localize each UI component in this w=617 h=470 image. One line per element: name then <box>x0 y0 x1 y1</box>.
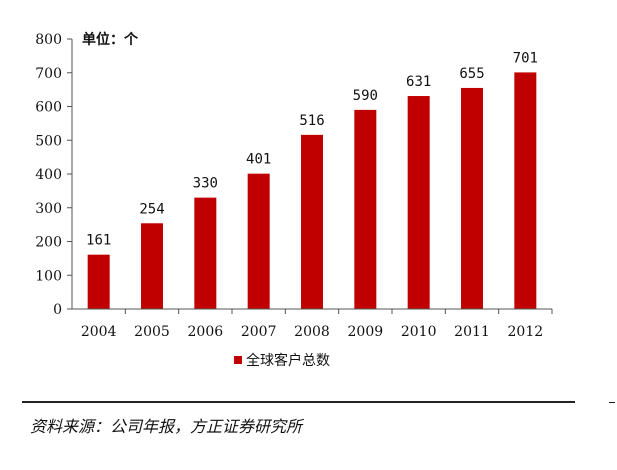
source-divider <box>22 401 575 403</box>
data-label-2008: 516 <box>299 113 324 129</box>
x-tick-label-2006: 2006 <box>188 324 224 340</box>
bar-series <box>87 72 537 309</box>
legend-label: 全球客户总数 <box>246 352 330 369</box>
x-tick-label-2012: 2012 <box>508 324 544 340</box>
y-tick-label: 200 <box>35 235 62 251</box>
source-divider-tick <box>609 402 615 403</box>
data-label-2004: 161 <box>86 233 111 249</box>
y-tick-label: 100 <box>35 268 62 284</box>
data-label-2010: 631 <box>406 74 431 90</box>
y-tick-label: 500 <box>35 133 62 149</box>
bar-2004 <box>87 254 110 309</box>
data-label-2005: 254 <box>139 201 164 217</box>
legend-swatch <box>234 356 242 364</box>
x-tick-label-2011: 2011 <box>454 324 490 340</box>
x-tick-label-2010: 2010 <box>401 324 437 340</box>
x-tick-label-2009: 2009 <box>348 324 384 340</box>
data-labels: 161 254 330 401 516 590 631 655 701 <box>86 50 538 248</box>
data-label-2011: 655 <box>459 66 484 82</box>
x-tick-label-2008: 2008 <box>294 324 330 340</box>
legend: 全球客户总数 <box>234 352 330 369</box>
source-note: 资料来源：公司年报，方正证券研究所 <box>30 417 303 436</box>
x-tick-label-2005: 2005 <box>134 324 170 340</box>
data-label-2009: 590 <box>353 88 378 104</box>
y-tick-label: 400 <box>35 167 62 183</box>
bar-2007 <box>247 173 270 309</box>
bar-2005 <box>141 223 163 309</box>
y-tick-label: 600 <box>35 100 62 116</box>
data-label-2007: 401 <box>246 152 271 168</box>
bar-2006 <box>194 197 217 309</box>
y-tick-label: 0 <box>53 302 62 318</box>
x-axis-ticks: 2004 2005 2006 2007 2008 2009 2010 2011 2012 <box>81 309 553 340</box>
bar-2010 <box>407 96 430 309</box>
bar-2008 <box>301 134 323 309</box>
bar-2009 <box>354 109 377 309</box>
y-tick-label: 300 <box>35 201 62 217</box>
data-label-2006: 330 <box>193 176 218 192</box>
data-label-2012: 701 <box>513 50 538 66</box>
bar-2011 <box>461 87 483 309</box>
x-tick-label-2004: 2004 <box>81 324 117 340</box>
x-tick-label-2007: 2007 <box>241 324 277 340</box>
bar-2012 <box>514 72 537 309</box>
y-axis-ticks: 0 100 200 300 400 500 600 700 800 <box>35 32 72 318</box>
unit-label: 单位：个 <box>82 31 139 48</box>
y-tick-label: 700 <box>35 66 62 82</box>
y-tick-label: 800 <box>35 32 62 48</box>
